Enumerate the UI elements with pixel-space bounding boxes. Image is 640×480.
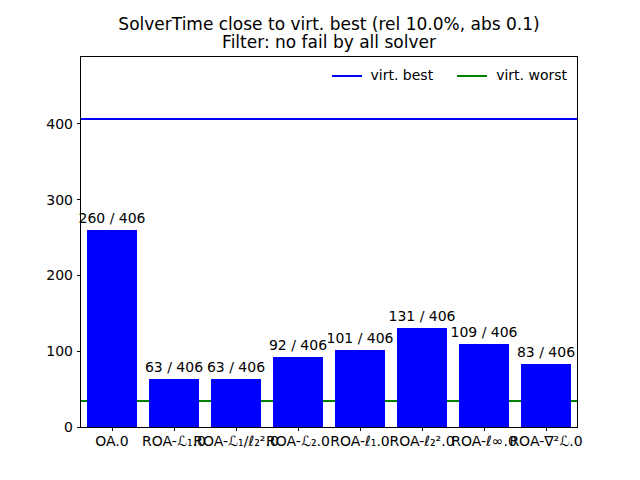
x-tick-mark: [112, 427, 113, 431]
x-tick-mark: [360, 427, 361, 431]
bar: [273, 357, 323, 427]
legend: virt. best virt. worst: [332, 67, 567, 84]
y-tick-label: 400: [23, 115, 73, 133]
bar-value-label: 131 / 406: [347, 308, 497, 325]
bar: [149, 379, 199, 427]
bar: [521, 364, 571, 427]
bar: [335, 350, 385, 427]
x-tick-mark: [422, 427, 423, 431]
y-tick-label: 100: [23, 342, 73, 360]
y-tick-mark: [77, 427, 81, 428]
y-tick-mark: [77, 351, 81, 352]
bar-value-label: 109 / 406: [409, 324, 559, 341]
bar: [87, 230, 137, 427]
chart-title-line1: SolverTime close to virt. best (rel 10.0…: [81, 15, 577, 33]
x-tick-label: ROA-∇²ℒ.0: [471, 433, 621, 450]
y-tick-mark: [77, 123, 81, 124]
bar-value-label: 83 / 406: [471, 344, 621, 361]
y-tick-label: 0: [23, 418, 73, 436]
y-tick-mark: [77, 275, 81, 276]
legend-line-swatch: [332, 75, 362, 77]
bar: [397, 328, 447, 427]
bar: [211, 379, 261, 427]
y-tick-label: 200: [23, 266, 73, 284]
legend-label: virt. worst: [496, 67, 567, 84]
bar-value-label: 260 / 406: [37, 210, 187, 227]
x-tick-mark: [236, 427, 237, 431]
x-tick-mark: [546, 427, 547, 431]
x-tick-mark: [174, 427, 175, 431]
legend-item: virt. best: [332, 67, 434, 84]
x-tick-mark: [298, 427, 299, 431]
y-tick-mark: [77, 199, 81, 200]
chart-title-line2: Filter: no fail by all solver: [81, 33, 577, 51]
x-tick-mark: [484, 427, 485, 431]
legend-line-swatch: [457, 75, 487, 77]
figure: SolverTime close to virt. best (rel 10.0…: [0, 0, 640, 480]
legend-label: virt. best: [371, 67, 434, 84]
y-tick-label: 300: [23, 191, 73, 209]
hline-virt-best: [81, 118, 577, 120]
plot-area: virt. bestvirt. worst 260 / 406OA.063 / …: [80, 56, 578, 428]
legend-item: virt. worst: [457, 67, 567, 84]
chart-title: SolverTime close to virt. best (rel 10.0…: [81, 15, 577, 51]
